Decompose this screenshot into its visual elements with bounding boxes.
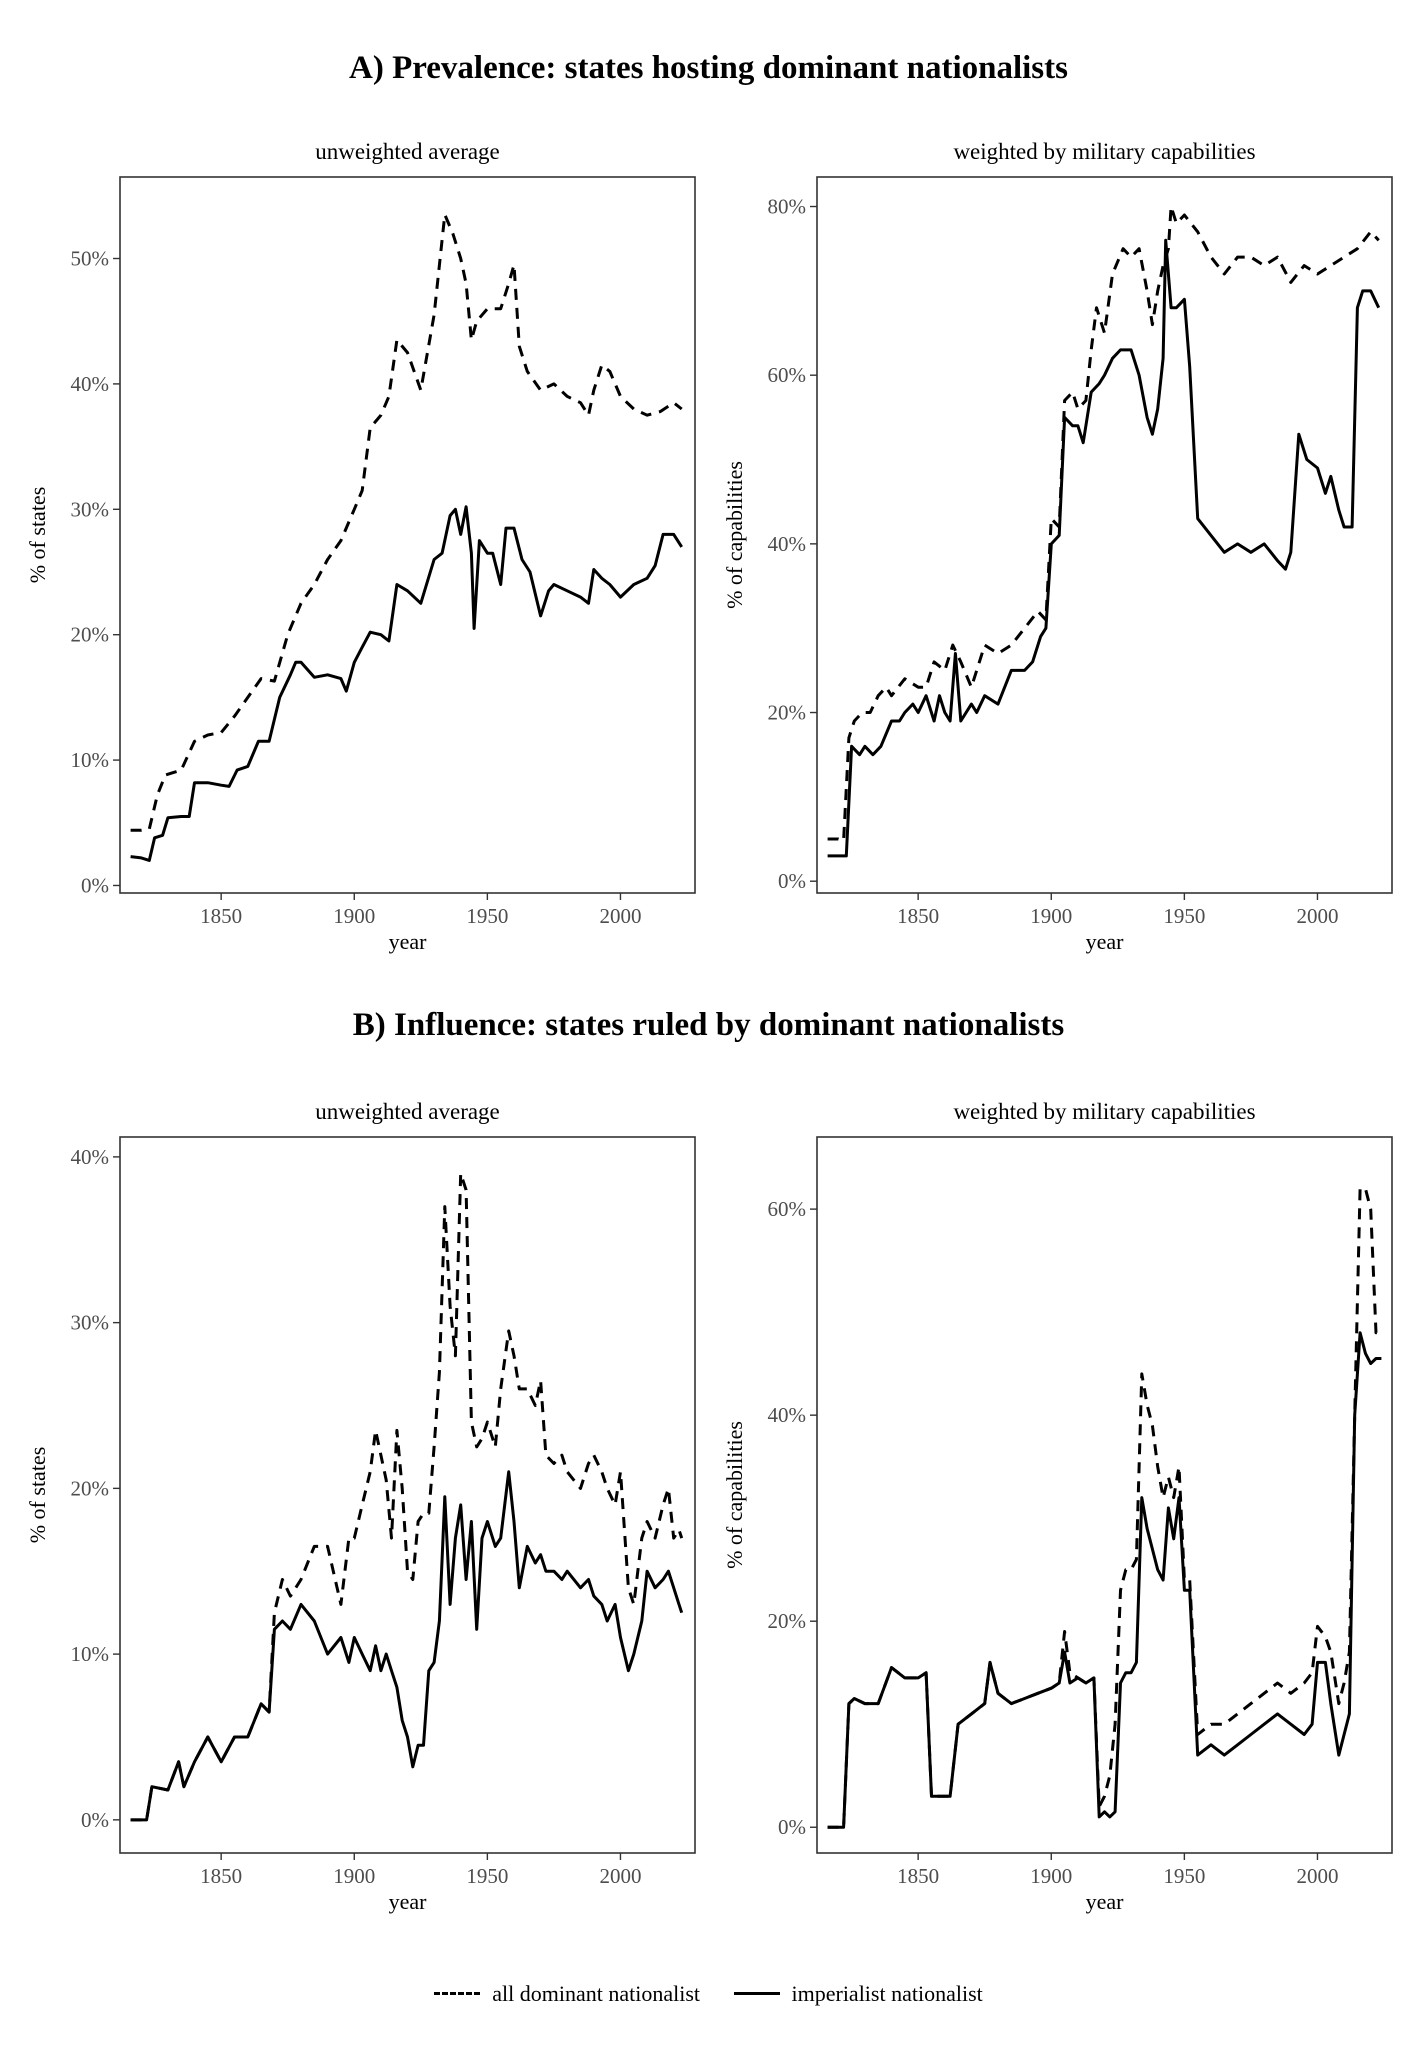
series-line-imperialist: [130, 505, 683, 862]
chart-panel-a-right: weighted by military capabilities 1850 190…: [722, 139, 1393, 954]
legend-solid-label: imperialist nationalist: [791, 1980, 983, 2006]
x-axis-label: year: [1086, 929, 1125, 954]
y-tick-label: 10%: [71, 1642, 110, 1666]
y-tick-label: 0%: [81, 873, 109, 897]
y-tick-label: 20%: [768, 1609, 807, 1633]
x-tick-label: 1950: [1163, 1864, 1205, 1888]
x-tick-label: 1850: [897, 904, 939, 928]
x-tick-label: 1900: [333, 904, 375, 928]
x-axis-label: year: [389, 929, 428, 954]
y-tick-label: 20%: [71, 623, 110, 647]
x-tick-label: 2000: [599, 904, 641, 928]
plot-frame: [816, 1136, 1393, 1854]
legend-dashed-label: all dominant nationalist: [492, 1980, 700, 2006]
y-tick-label: 40%: [71, 1145, 110, 1169]
legend-solid-key: [733, 1992, 780, 1995]
x-tick-label: 2000: [599, 1864, 641, 1888]
x-tick-label: 1850: [200, 1864, 242, 1888]
panel-title: unweighted average: [315, 139, 500, 164]
x-tick-label: 1900: [333, 1864, 375, 1888]
y-tick-label: 80%: [768, 195, 807, 219]
y-tick-label: 20%: [71, 1476, 110, 1500]
series-line-all-dominant: [130, 213, 683, 832]
chart-panel-b-left: unweighted average 1850 1900 1950 2000 0% 10% 2…: [25, 1099, 696, 1914]
y-axis-label: % of capabilities: [722, 1421, 747, 1569]
y-tick-label: 60%: [768, 363, 807, 387]
y-tick-label: 10%: [71, 748, 110, 772]
y-tick-label: 30%: [71, 497, 110, 521]
x-tick-label: 1900: [1030, 904, 1072, 928]
y-tick-label: 0%: [778, 1815, 806, 1839]
series-line-imperialist: [827, 1331, 1382, 1829]
series-line-all-dominant: [827, 205, 1380, 843]
y-tick-label: 40%: [768, 532, 807, 556]
y-tick-label: 20%: [768, 701, 807, 725]
chart-panel-b-right: weighted by military capabilities 1850 190…: [722, 1099, 1393, 1914]
series-line-all-dominant: [130, 1172, 684, 1822]
section-b-title: B) Influence: states ruled by dominant n…: [352, 1007, 1065, 1043]
section-a-title: A) Prevalence: states hosting dominant n…: [349, 50, 1068, 86]
x-tick-label: 1950: [466, 904, 508, 928]
series-line-imperialist: [130, 1470, 684, 1822]
y-axis-label: % of capabilities: [722, 461, 747, 609]
x-tick-label: 2000: [1296, 1864, 1338, 1888]
x-axis-label: year: [389, 1889, 428, 1914]
y-tick-label: 30%: [71, 1311, 110, 1335]
x-tick-label: 1950: [466, 1864, 508, 1888]
y-axis-label: % of states: [25, 1447, 50, 1544]
y-tick-label: 40%: [768, 1403, 807, 1427]
x-tick-label: 2000: [1296, 904, 1338, 928]
legend-item-all-dominant: all dominant nationalist: [434, 1981, 700, 2007]
plot-frame: [119, 176, 696, 894]
y-tick-label: 0%: [778, 869, 806, 893]
x-axis-label: year: [1086, 1889, 1125, 1914]
legend: all dominant nationalist imperialist nat…: [0, 1975, 1417, 2007]
y-tick-label: 40%: [71, 372, 110, 396]
panel-title: unweighted average: [315, 1099, 500, 1124]
y-tick-label: 60%: [768, 1197, 807, 1221]
legend-dashed-key: [434, 1992, 481, 1995]
plot-frame: [119, 1136, 696, 1854]
x-tick-label: 1850: [897, 1864, 939, 1888]
x-tick-label: 1950: [1163, 904, 1205, 928]
y-tick-label: 0%: [81, 1808, 109, 1832]
panel-title: weighted by military capabilities: [953, 1099, 1255, 1124]
x-tick-label: 1900: [1030, 1864, 1072, 1888]
y-tick-label: 50%: [71, 247, 110, 271]
y-axis-label: % of states: [25, 487, 50, 584]
series-line-imperialist: [827, 238, 1381, 858]
chart-panel-a-left: unweighted average 1850 1900 1950 2000 0% 10% 2…: [25, 139, 696, 954]
panel-title: weighted by military capabilities: [953, 139, 1255, 164]
legend-item-imperialist: imperialist nationalist: [733, 1980, 983, 2007]
plot-frame: [816, 176, 1393, 894]
x-tick-label: 1850: [200, 904, 242, 928]
